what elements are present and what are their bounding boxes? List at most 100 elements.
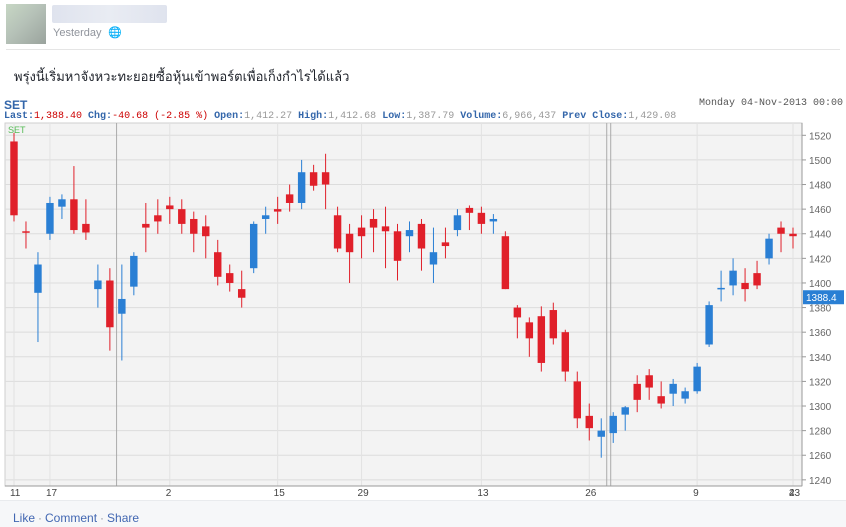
candle-body <box>214 252 222 277</box>
candle-body <box>381 226 390 232</box>
candle-body <box>621 407 629 415</box>
x-tick-label: 29 <box>358 488 370 499</box>
separator: · <box>100 511 105 525</box>
open-label: Open: <box>214 111 245 122</box>
candle-body <box>22 231 30 233</box>
post-timestamp[interactable]: Yesterday <box>53 27 102 39</box>
privacy-globe-icon[interactable]: 🌐 <box>108 27 122 39</box>
open-value: 1,412.27 <box>244 111 293 122</box>
share-link[interactable]: Share <box>107 511 140 525</box>
stock-chart: 1240 1260 1280 1300 1320 1340 1360 1380 1400 1420… <box>2 96 845 500</box>
candle-body <box>453 215 462 231</box>
y-tick-label: 1460 <box>809 205 832 216</box>
last-price-tag <box>803 290 844 305</box>
candlestick-chart-svg: 1240 1260 1280 1300 1320 1340 1360 1380 1400 1420… <box>4 122 844 499</box>
x-tick-label: 17 <box>46 488 58 499</box>
candle-body <box>477 212 486 224</box>
x-tick-label: 4 <box>789 488 795 499</box>
candle-body <box>429 252 438 265</box>
chart-date: Monday 04-Nov-2013 00:00 <box>698 98 843 109</box>
candle-body <box>717 287 725 290</box>
author-name[interactable] <box>52 5 167 23</box>
volume-label: Volume: <box>460 111 503 122</box>
candle-body <box>501 236 510 290</box>
last-price-tag-label: 1388.4 <box>806 293 837 304</box>
candle-body <box>130 255 138 287</box>
candle-body <box>705 305 713 345</box>
candle-body <box>405 230 414 237</box>
high-label: High: <box>298 111 329 122</box>
y-tick-label: 1380 <box>809 304 832 315</box>
prev-close-label: Prev Close: <box>562 111 629 122</box>
candle-body <box>202 226 210 237</box>
candle-body <box>273 209 282 212</box>
candle-body <box>729 270 737 286</box>
y-tick-label: 1340 <box>809 353 832 364</box>
candle-body <box>249 223 258 269</box>
comment-link[interactable]: Comment <box>45 511 98 525</box>
like-link[interactable]: Like <box>13 511 36 525</box>
candle-body <box>789 233 797 237</box>
candle-body <box>417 223 426 249</box>
candle-body <box>741 282 749 290</box>
low-label: Low: <box>382 111 407 122</box>
candle-body <box>333 215 342 249</box>
x-tick-label: 11 <box>10 488 21 499</box>
series-label: SET <box>8 125 26 135</box>
candle-body <box>70 199 78 231</box>
candle-body <box>573 381 581 419</box>
y-tick-label: 1360 <box>809 328 832 339</box>
y-tick-label: 1320 <box>809 377 832 388</box>
candle-body <box>309 172 318 186</box>
candle-body <box>513 307 522 318</box>
candle-body <box>645 375 653 388</box>
chart-stats-row: Last:1,388.40 Chg:-40.68 (-2.85 %) Open:… <box>4 111 676 122</box>
y-tick-label: 1480 <box>809 181 832 192</box>
y-tick-label: 1440 <box>809 230 832 241</box>
candle-body <box>321 172 330 185</box>
candle-body <box>393 231 402 261</box>
candle-body <box>154 215 162 222</box>
candle-body <box>357 227 366 237</box>
candle-body <box>657 396 665 404</box>
y-tick-label: 1400 <box>809 279 832 290</box>
last-value: 1,388.40 <box>34 111 83 122</box>
chg-label: Chg: <box>88 111 113 122</box>
candle-body <box>465 207 474 213</box>
candle-body <box>226 273 234 283</box>
candle-body <box>34 264 42 293</box>
x-tick-label: 13 <box>477 488 489 499</box>
low-value: 1,387.79 <box>406 111 455 122</box>
candle-body <box>753 273 761 286</box>
x-tick-label: 15 <box>274 488 286 499</box>
candle-body <box>261 215 270 219</box>
plot-area <box>4 122 803 487</box>
candle-body <box>489 218 498 222</box>
candle-body <box>441 242 450 247</box>
candle-body <box>561 332 570 372</box>
header-divider <box>6 49 840 50</box>
candle-body <box>681 391 689 399</box>
candle-body <box>46 202 54 234</box>
candle-body <box>297 172 306 203</box>
candle-body <box>549 310 558 339</box>
last-label: Last: <box>4 111 35 122</box>
prev-close-value: 1,429.08 <box>628 111 677 122</box>
post-actions-bar: Like · Comment · Share <box>0 500 846 527</box>
y-tick-label: 1500 <box>809 156 832 167</box>
avatar[interactable] <box>6 4 46 44</box>
y-tick-label: 1300 <box>809 402 832 413</box>
candle-body <box>525 322 534 339</box>
candle-body <box>178 209 186 224</box>
candle-body <box>693 366 701 392</box>
y-tick-label: 1520 <box>809 131 832 142</box>
x-tick-label: 2 <box>166 488 172 499</box>
candle-body <box>94 280 102 290</box>
candle-body <box>237 289 246 298</box>
candle-body <box>537 316 546 363</box>
x-tick-label: 26 <box>585 488 597 499</box>
candle-body <box>609 415 617 434</box>
candle-body <box>369 218 378 228</box>
candle-body <box>633 383 641 400</box>
post-header: Yesterday 🌐 <box>0 0 846 50</box>
